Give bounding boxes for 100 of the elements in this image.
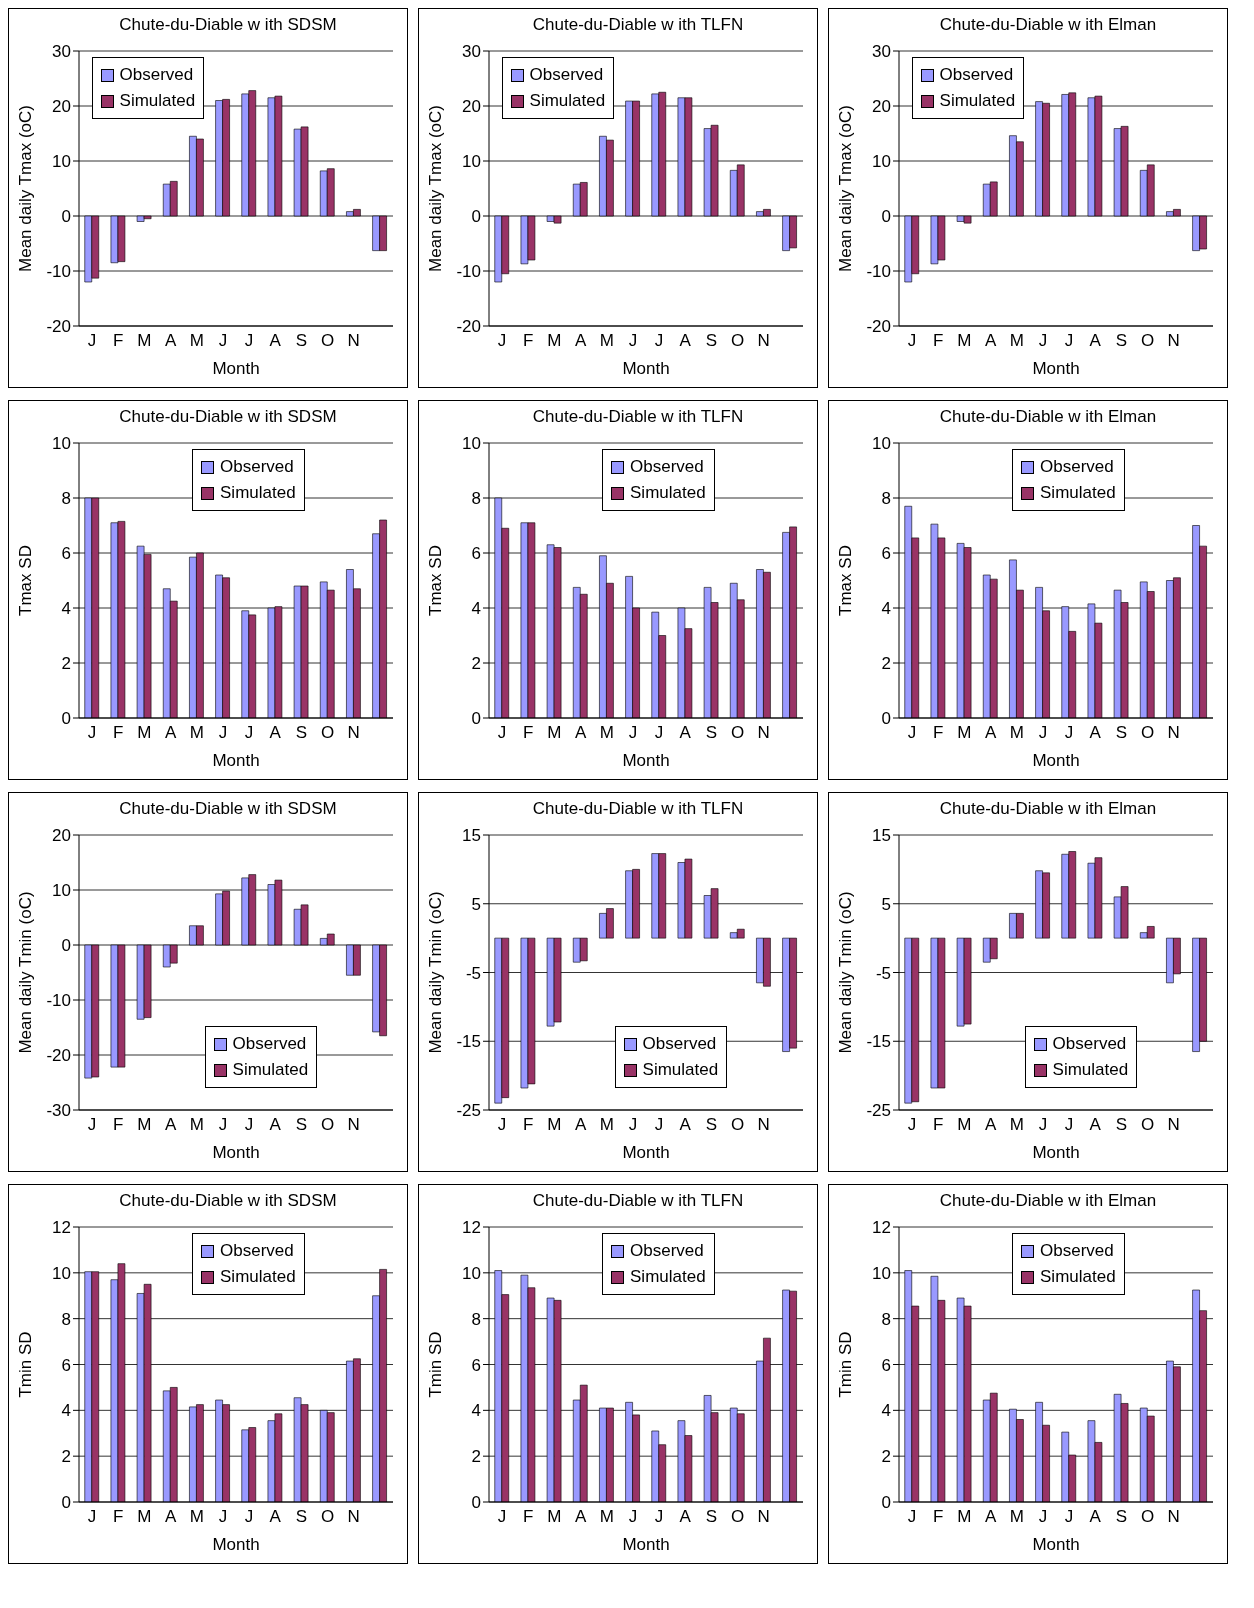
chart-title: Chute-du-Diable w ith TLFN — [531, 1191, 745, 1212]
legend-label: Observed — [220, 1240, 294, 1262]
y-axis-title: Tmax SD — [426, 545, 446, 616]
y-tick-label: 12 — [872, 1218, 891, 1238]
x-tick-label: J — [244, 1115, 254, 1135]
x-tick-label: A — [984, 723, 997, 743]
x-tick-label: O — [320, 1115, 335, 1135]
y-tick-label: 8 — [471, 1309, 481, 1329]
x-tick-label: S — [1115, 1507, 1128, 1527]
x-tick-label: F — [113, 723, 124, 743]
x-tick-label: J — [218, 1507, 228, 1527]
x-tick-label: J — [654, 723, 664, 743]
legend-label: Simulated — [1040, 1266, 1116, 1288]
x-tick-label: S — [705, 1115, 718, 1135]
x-tick-label: A — [1089, 1507, 1102, 1527]
y-tick-label: 8 — [61, 1309, 71, 1329]
x-tick-label: A — [1089, 723, 1102, 743]
x-tick-label: O — [320, 331, 335, 351]
y-tick-label: -10 — [46, 991, 71, 1011]
x-tick-label: S — [1115, 723, 1128, 743]
legend-label: Simulated — [529, 90, 606, 112]
x-tick-label: J — [497, 1115, 507, 1135]
y-tick-label: -25 — [456, 1101, 481, 1121]
y-tick-label: 20 — [52, 826, 71, 846]
y-tick-label: -15 — [866, 1032, 891, 1052]
y-tick-label: -30 — [46, 1101, 71, 1121]
x-tick-label: M — [189, 1115, 204, 1135]
legend-label: Observed — [939, 64, 1014, 86]
x-tick-label: N — [757, 1115, 770, 1135]
legend-label: Simulated — [1040, 482, 1116, 504]
chart-title: Chute-du-Diable w ith SDSM — [118, 1191, 338, 1212]
y-tick-label: 4 — [471, 599, 481, 619]
x-tick-label: A — [984, 1507, 997, 1527]
x-tick-label: S — [295, 1507, 308, 1527]
y-tick-label: 6 — [61, 1355, 71, 1375]
x-tick-label: S — [295, 723, 308, 743]
x-tick-label: F — [933, 1507, 944, 1527]
x-tick-label: M — [547, 1507, 562, 1527]
x-tick-label: F — [523, 1507, 534, 1527]
y-tick-label: 10 — [52, 152, 71, 172]
x-tick-label: F — [113, 331, 124, 351]
x-tick-label: S — [295, 1115, 308, 1135]
y-tick-label: 4 — [471, 1401, 481, 1421]
y-axis-title: Mean daily Tmin (oC) — [426, 891, 446, 1054]
x-tick-label: O — [1140, 1507, 1155, 1527]
x-tick-label: S — [705, 723, 718, 743]
x-tick-label: O — [730, 1507, 745, 1527]
y-tick-label: -20 — [456, 317, 481, 337]
x-tick-label: M — [137, 1507, 152, 1527]
x-tick-label: J — [87, 331, 97, 351]
y-tick-label: 30 — [462, 42, 481, 62]
x-axis-title: Month — [1032, 1535, 1080, 1554]
y-tick-label: -20 — [46, 1046, 71, 1066]
y-tick-label: 15 — [462, 826, 481, 846]
legend-label: Observed — [1040, 1240, 1114, 1262]
y-axis-title: Mean daily Tmax (oC) — [16, 105, 36, 272]
x-tick-label: A — [984, 331, 997, 351]
legend-label: Simulated — [630, 1266, 706, 1288]
x-tick-label: F — [113, 1507, 124, 1527]
x-tick-label: S — [1115, 1115, 1128, 1135]
x-tick-label: J — [1064, 1507, 1074, 1527]
x-axis-title: Month — [212, 1143, 260, 1162]
y-tick-label: 6 — [471, 544, 481, 564]
y-axis-title: Mean daily Tmax (oC) — [836, 105, 856, 272]
y-tick-label: 0 — [61, 207, 71, 227]
x-tick-label: J — [907, 331, 917, 351]
legend-label: Observed — [232, 1033, 307, 1055]
x-tick-label: O — [320, 723, 335, 743]
x-tick-label: J — [244, 1507, 254, 1527]
y-tick-label: 6 — [471, 1355, 481, 1375]
y-tick-label: 2 — [61, 1447, 71, 1467]
x-tick-label: J — [497, 331, 507, 351]
y-tick-label: 30 — [52, 42, 71, 62]
y-tick-label: -10 — [866, 262, 891, 282]
y-tick-label: 30 — [872, 42, 891, 62]
x-tick-label: A — [679, 1507, 692, 1527]
y-tick-label: 0 — [471, 1493, 481, 1513]
y-tick-label: 10 — [462, 434, 481, 454]
x-tick-label: M — [547, 723, 562, 743]
chart-title: Chute-du-Diable w ith TLFN — [531, 407, 745, 428]
x-tick-label: A — [164, 1115, 177, 1135]
x-tick-label: N — [347, 723, 360, 743]
y-tick-label: 8 — [471, 489, 481, 509]
legend-label: Simulated — [630, 482, 706, 504]
x-axis-title: Month — [1032, 751, 1080, 770]
y-tick-label: 5 — [471, 894, 481, 914]
x-tick-label: O — [1140, 331, 1155, 351]
x-axis-title: Month — [622, 359, 670, 378]
legend-label: Simulated — [1052, 1059, 1129, 1081]
legend-label: Simulated — [642, 1059, 719, 1081]
x-tick-label: N — [347, 1507, 360, 1527]
x-tick-label: N — [1167, 1507, 1180, 1527]
chart-title: Chute-du-Diable w ith Elman — [938, 407, 1158, 428]
x-tick-label: M — [599, 723, 614, 743]
x-axis-title: Month — [1032, 1143, 1080, 1162]
y-tick-label: 10 — [52, 1263, 71, 1283]
x-tick-label: J — [244, 723, 254, 743]
x-tick-label: J — [497, 723, 507, 743]
y-tick-label: -20 — [46, 317, 71, 337]
y-tick-label: 4 — [881, 1401, 891, 1421]
